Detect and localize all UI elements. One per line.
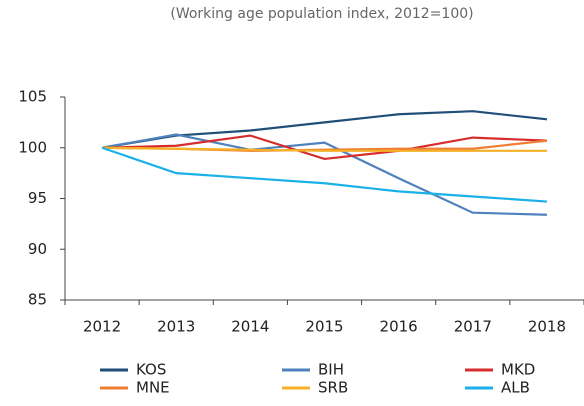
legend-label: ALB	[501, 379, 530, 397]
x-tick-label: 2017	[454, 318, 492, 336]
line	[101, 146, 548, 203]
y-tick-label: 100	[18, 138, 47, 156]
y-tick-label: 105	[18, 88, 47, 106]
legend-label: MNE	[136, 379, 170, 397]
x-tick-label: 2014	[231, 318, 269, 336]
y-tick-label: 90	[28, 240, 47, 258]
legend-label: SRB	[318, 379, 348, 397]
x-tick-label: 2012	[83, 318, 121, 336]
x-tick-label: 2018	[528, 318, 566, 336]
x-tick-label: 2016	[380, 318, 418, 336]
x-tick-label: 2015	[305, 318, 343, 336]
x-tick-label: 2013	[157, 318, 195, 336]
line	[102, 134, 547, 161]
legend-label: BIH	[318, 361, 344, 379]
y-tick-label: 95	[28, 189, 47, 207]
chart-subtitle: (Working age population index, 2012=100)	[170, 6, 473, 22]
line	[101, 133, 547, 216]
legend-label: MKD	[501, 361, 535, 379]
legend-label: KOS	[136, 361, 166, 379]
line	[102, 146, 547, 152]
y-tick-label: 85	[28, 291, 47, 309]
